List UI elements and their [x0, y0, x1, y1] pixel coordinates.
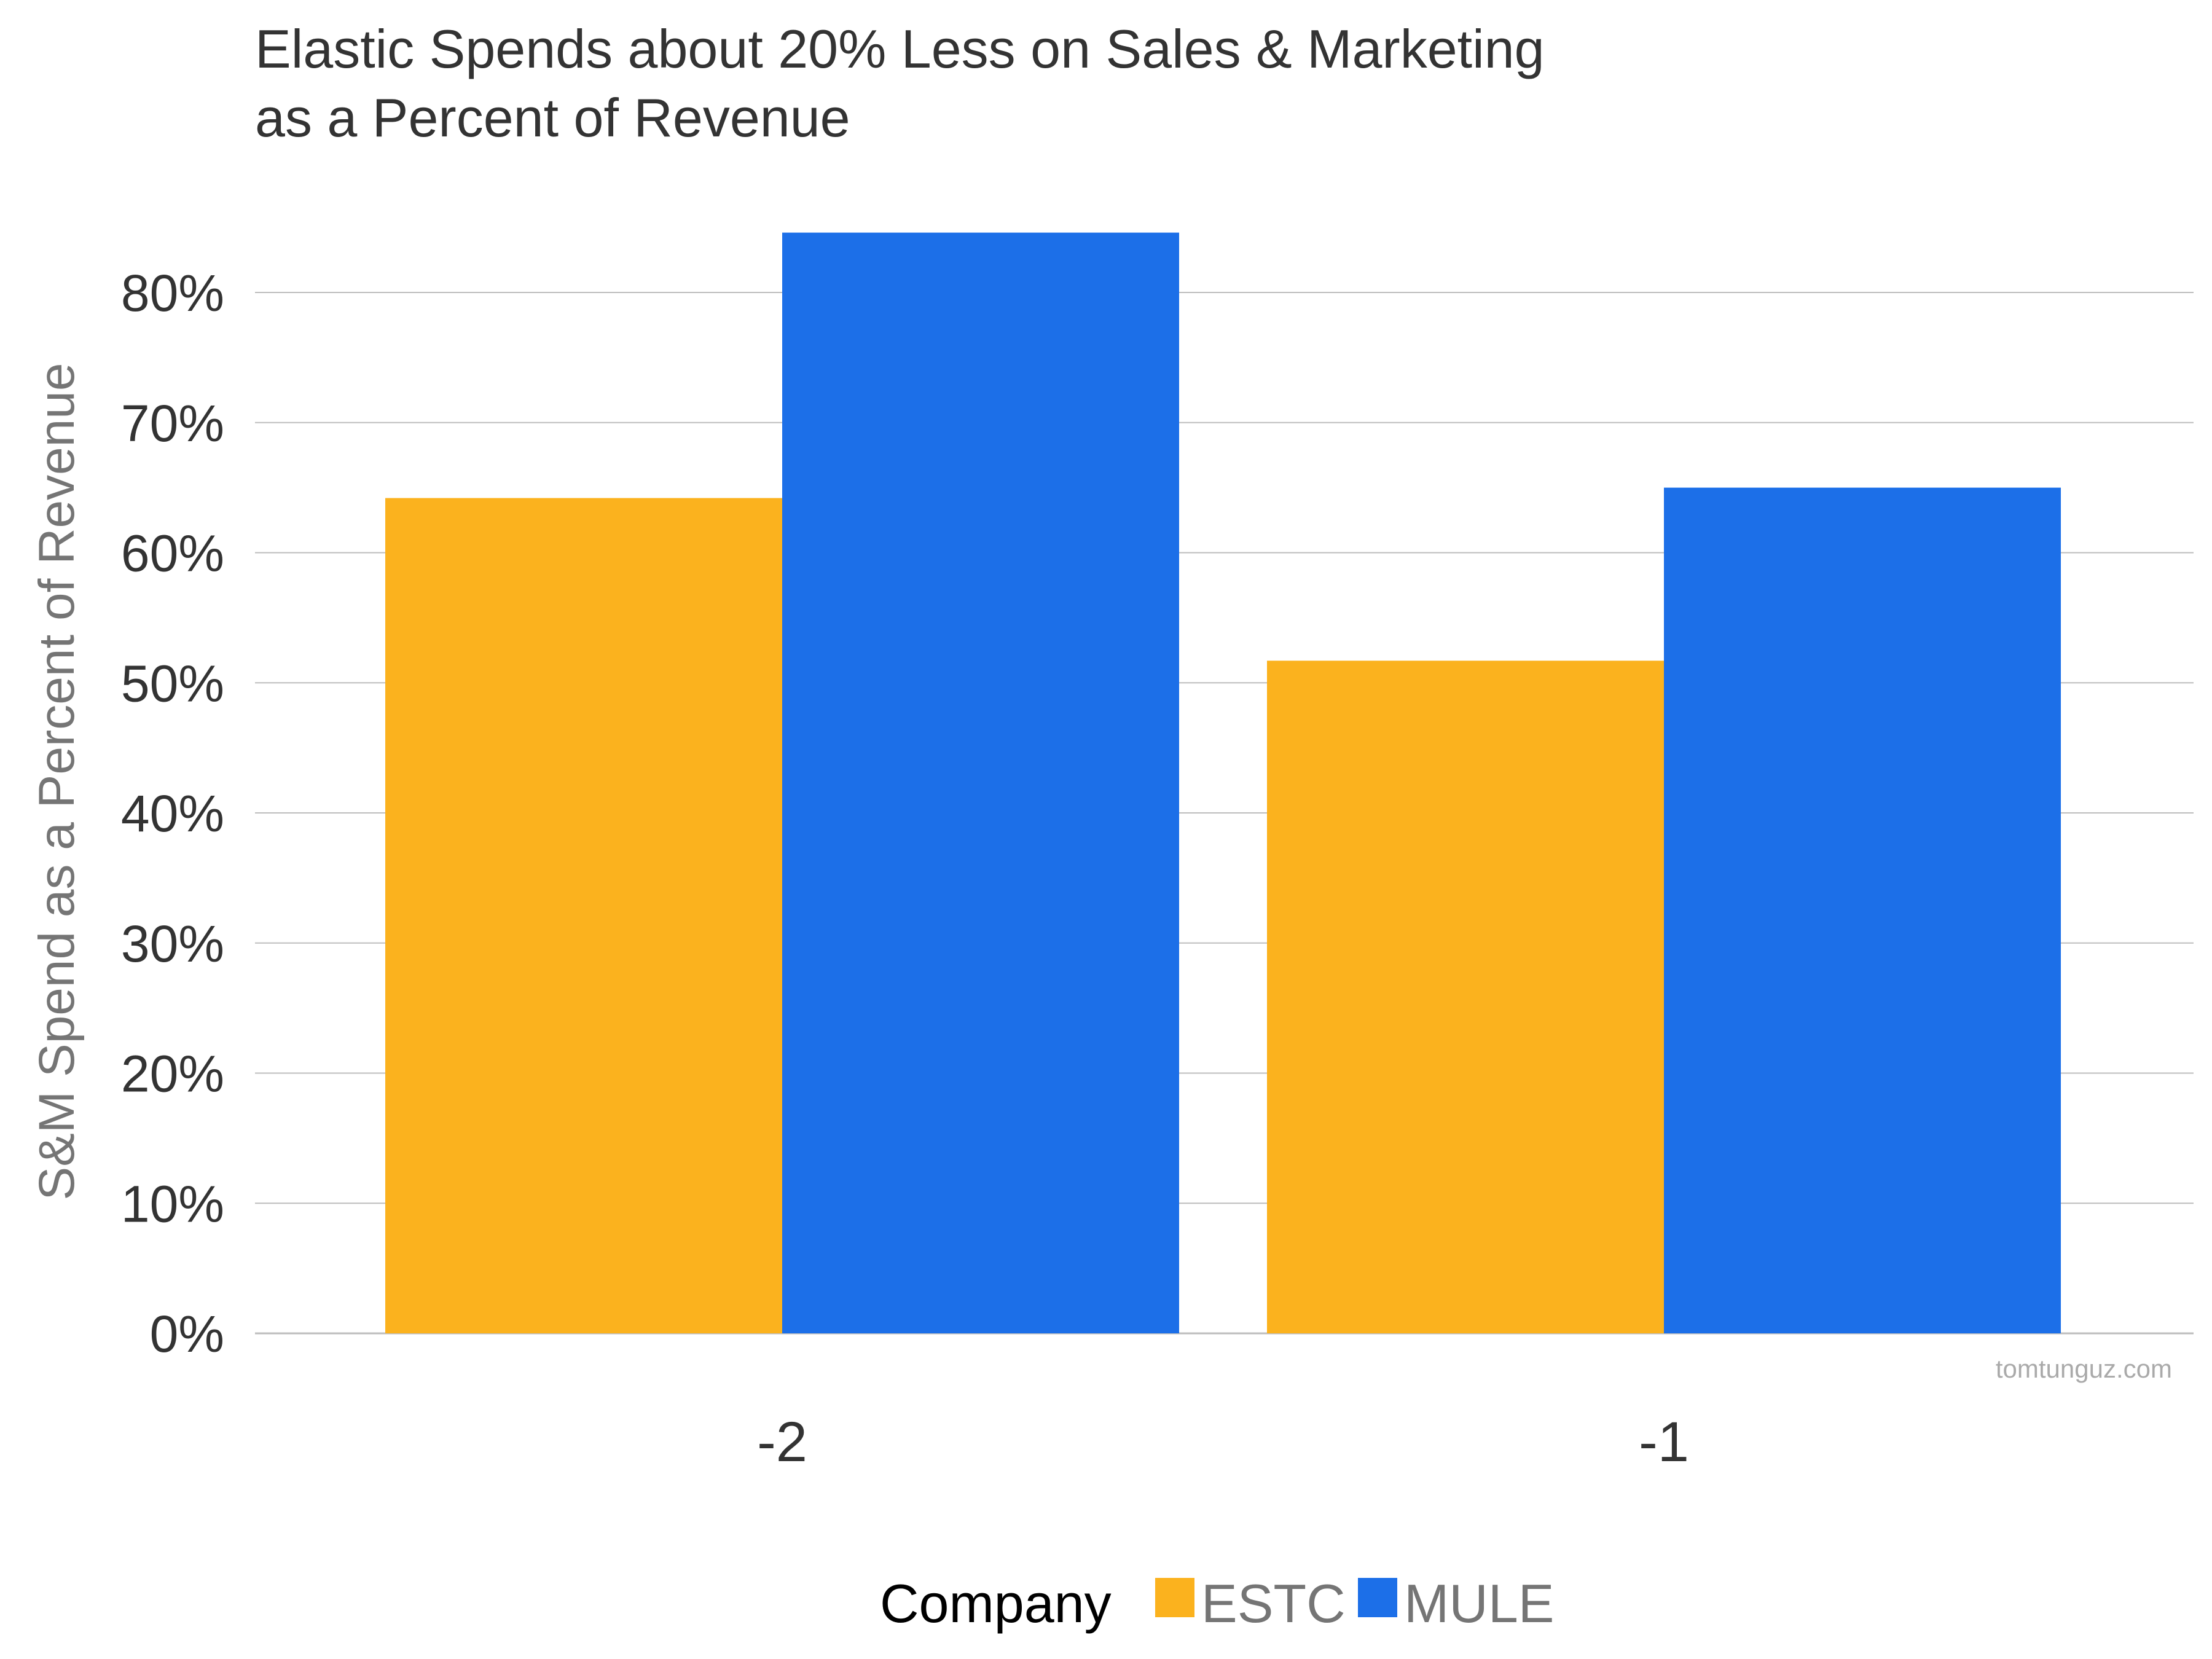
y-tick-label: 10% — [121, 1175, 224, 1233]
y-tick-label: 70% — [121, 394, 224, 452]
x-tick-label: -1 — [1639, 1411, 1689, 1473]
chart-title-line-2: as a Percent of Revenue — [255, 87, 850, 148]
y-tick-label: 40% — [121, 785, 224, 842]
y-axis-label: S&M Spend as a Percent of Revenue — [29, 363, 85, 1201]
y-tick-label: 60% — [121, 525, 224, 582]
legend-label-mule: MULE — [1404, 1573, 1555, 1634]
bar-estc--1 — [1267, 661, 1664, 1333]
y-tick-label: 30% — [121, 915, 224, 973]
legend-label-estc: ESTC — [1201, 1573, 1346, 1634]
chart-title-line-1: Elastic Spends about 20% Less on Sales &… — [255, 18, 1545, 79]
x-axis-ticks: -2 -1 — [757, 1411, 1689, 1473]
bars — [385, 232, 2061, 1334]
legend-swatch-mule — [1358, 1578, 1397, 1617]
legend-title: Company — [880, 1573, 1112, 1634]
legend-swatch-estc — [1155, 1578, 1194, 1617]
y-tick-label: 0% — [150, 1305, 224, 1363]
y-tick-label: 20% — [121, 1045, 224, 1103]
legend: Company ESTC MULE — [880, 1573, 1555, 1634]
y-tick-label: 50% — [121, 654, 224, 712]
bar-mule--1 — [1664, 487, 2061, 1333]
bar-estc--2 — [385, 498, 782, 1334]
x-tick-label: -2 — [757, 1411, 807, 1473]
bar-mule--2 — [782, 232, 1179, 1334]
y-tick-label: 80% — [121, 264, 224, 322]
y-axis-ticks: 0% 10% 20% 30% 40% 50% 60% 70% 80% — [121, 264, 224, 1363]
watermark: tomtunguz.com — [1996, 1354, 2172, 1383]
